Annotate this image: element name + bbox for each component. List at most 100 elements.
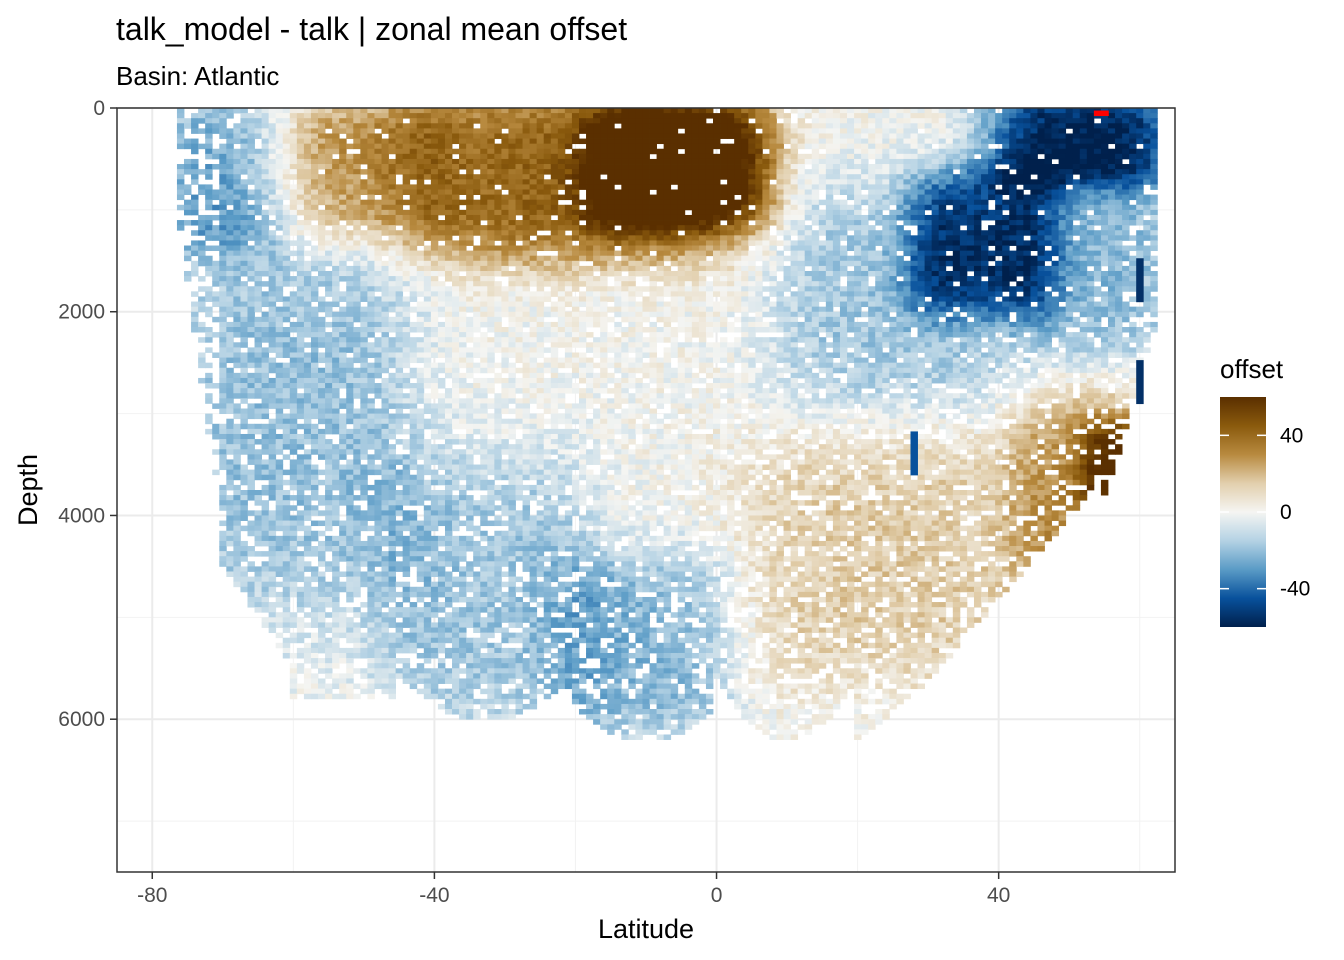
heatmap-cell: [550, 484, 559, 491]
heatmap-cell: [409, 632, 418, 639]
heatmap-cell: [487, 143, 495, 150]
heatmap-cell: [437, 571, 446, 577]
heatmap-cell: [494, 209, 502, 216]
heatmap-cell: [459, 551, 467, 557]
heatmap-cell: [303, 133, 312, 139]
heatmap-cell: [303, 683, 312, 690]
heatmap-cell: [522, 632, 531, 639]
heatmap-cell: [296, 495, 305, 501]
heatmap-cell: [459, 403, 467, 409]
heatmap-cell: [247, 520, 255, 527]
heatmap-cell: [444, 520, 453, 527]
heatmap-cell: [296, 433, 305, 440]
heatmap-cell: [318, 327, 326, 333]
heatmap-cell: [268, 311, 277, 318]
heatmap-cell: [473, 556, 481, 562]
heatmap-cell: [423, 184, 432, 190]
heatmap-cell: [409, 479, 418, 486]
heatmap-cell: [444, 698, 453, 705]
heatmap-cell: [515, 602, 523, 608]
heatmap-cell: [219, 546, 227, 552]
heatmap-cell: [233, 164, 241, 170]
heatmap-cell: [346, 540, 354, 547]
heatmap-cell: [409, 113, 418, 119]
heatmap-cell: [409, 418, 418, 425]
heatmap-cell: [325, 311, 333, 318]
heatmap-cell: [473, 347, 481, 353]
heatmap-cell: [444, 367, 453, 374]
heatmap-cell: [459, 189, 467, 195]
heatmap-cell: [550, 286, 559, 292]
heatmap-cell: [473, 113, 481, 119]
heatmap-cell: [346, 571, 354, 577]
heatmap-cell: [473, 281, 481, 287]
heatmap-cell: [409, 230, 418, 236]
heatmap-cell: [423, 520, 432, 527]
heatmap-cell: [275, 164, 284, 170]
heatmap-cell: [310, 490, 319, 496]
heatmap-cell: [353, 337, 361, 343]
heatmap-cell: [480, 673, 488, 679]
heatmap-cell: [353, 194, 361, 201]
heatmap-cell: [233, 276, 241, 282]
heatmap-cell: [395, 148, 404, 155]
heatmap-cell: [430, 581, 439, 588]
heatmap-cell: [310, 291, 319, 297]
heatmap-cell: [395, 230, 404, 236]
heatmap-cell: [381, 265, 389, 272]
heatmap-cell: [473, 596, 481, 603]
heatmap-cell: [247, 428, 255, 435]
heatmap-cell: [416, 433, 425, 440]
heatmap-cell: [466, 393, 474, 399]
heatmap-cell: [459, 484, 467, 491]
heatmap-cell: [388, 128, 397, 134]
heatmap-cell: [501, 347, 509, 353]
heatmap-cell: [452, 189, 460, 195]
heatmap-cell: [268, 388, 277, 394]
heatmap-cell: [353, 383, 361, 389]
heatmap-cell: [226, 225, 234, 231]
heatmap-cell: [444, 153, 453, 160]
heatmap-cell: [423, 464, 432, 471]
heatmap-cell: [254, 296, 262, 302]
heatmap-cell: [318, 235, 326, 241]
heatmap-cell: [423, 647, 432, 654]
heatmap-cell: [536, 255, 545, 262]
heatmap-cell: [437, 362, 446, 369]
heatmap-cell: [360, 235, 368, 241]
heatmap-cell: [275, 571, 284, 577]
heatmap-cell: [268, 367, 277, 374]
heatmap-cell: [508, 286, 516, 292]
heatmap-cell: [346, 220, 354, 226]
heatmap-cell: [501, 459, 509, 465]
heatmap-cell: [409, 433, 418, 440]
heatmap-cell: [233, 148, 241, 155]
heatmap-cell: [367, 398, 375, 404]
heatmap-cell: [452, 352, 460, 358]
heatmap-cell: [452, 362, 460, 369]
heatmap-cell: [310, 174, 319, 180]
heatmap-cell: [550, 393, 559, 399]
heatmap-cell: [430, 607, 439, 613]
heatmap-cell: [452, 265, 460, 272]
heatmap-cell: [501, 113, 509, 119]
heatmap-cell: [395, 551, 404, 557]
heatmap-cell: [289, 194, 298, 201]
heatmap-cell: [261, 164, 270, 170]
heatmap-cell: [381, 571, 389, 577]
heatmap-cell: [550, 464, 559, 471]
heatmap-cell: [275, 225, 284, 231]
heatmap-cell: [381, 668, 389, 674]
heatmap-cell: [381, 627, 389, 634]
heatmap-cell: [367, 245, 375, 252]
heatmap-cell: [247, 204, 255, 211]
heatmap-cell: [409, 357, 418, 364]
heatmap-cell: [536, 321, 545, 328]
heatmap-cell: [402, 622, 411, 628]
heatmap-cell: [261, 444, 270, 450]
heatmap-cell: [282, 372, 291, 379]
heatmap-cell: [423, 561, 432, 567]
heatmap-cell: [515, 260, 523, 267]
heatmap-cell: [416, 637, 425, 644]
heatmap-cell: [360, 342, 368, 348]
